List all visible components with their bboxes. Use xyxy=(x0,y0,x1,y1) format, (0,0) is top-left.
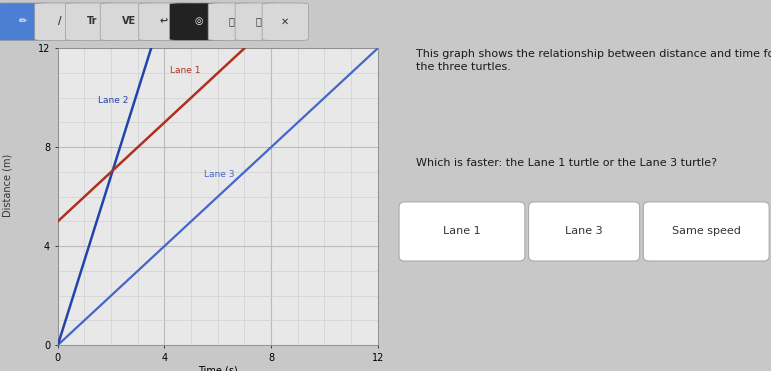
Text: VE: VE xyxy=(122,16,136,26)
Text: ✏: ✏ xyxy=(19,16,27,26)
Text: Lane 3: Lane 3 xyxy=(565,226,603,236)
FancyBboxPatch shape xyxy=(643,202,769,261)
Text: Lane 2: Lane 2 xyxy=(98,96,128,105)
FancyBboxPatch shape xyxy=(262,3,308,40)
X-axis label: Time (s): Time (s) xyxy=(198,365,237,371)
Text: Same speed: Same speed xyxy=(672,226,741,236)
FancyBboxPatch shape xyxy=(208,3,254,40)
Text: Which is faster: the Lane 1 turtle or the Lane 3 turtle?: Which is faster: the Lane 1 turtle or th… xyxy=(416,158,717,168)
FancyBboxPatch shape xyxy=(139,3,189,40)
Text: ◎: ◎ xyxy=(194,16,203,26)
Text: ↩: ↩ xyxy=(160,16,168,26)
FancyBboxPatch shape xyxy=(66,3,120,40)
Text: Lane 1: Lane 1 xyxy=(170,66,200,75)
Text: /: / xyxy=(58,16,62,26)
FancyBboxPatch shape xyxy=(529,202,640,261)
FancyBboxPatch shape xyxy=(0,3,54,40)
Text: Lane 1: Lane 1 xyxy=(443,226,481,236)
Text: ✕: ✕ xyxy=(281,16,289,26)
Text: This graph shows the relationship between distance and time for
the three turtle: This graph shows the relationship betwee… xyxy=(416,49,771,72)
Text: Distance (m): Distance (m) xyxy=(3,154,12,217)
Text: ⌢: ⌢ xyxy=(228,16,234,26)
FancyBboxPatch shape xyxy=(35,3,85,40)
FancyBboxPatch shape xyxy=(399,202,525,261)
FancyBboxPatch shape xyxy=(235,3,281,40)
Text: Lane 3: Lane 3 xyxy=(204,170,235,179)
Text: Tr: Tr xyxy=(87,16,98,26)
FancyBboxPatch shape xyxy=(170,3,227,40)
FancyBboxPatch shape xyxy=(100,3,158,40)
Text: ⌢: ⌢ xyxy=(255,16,261,26)
